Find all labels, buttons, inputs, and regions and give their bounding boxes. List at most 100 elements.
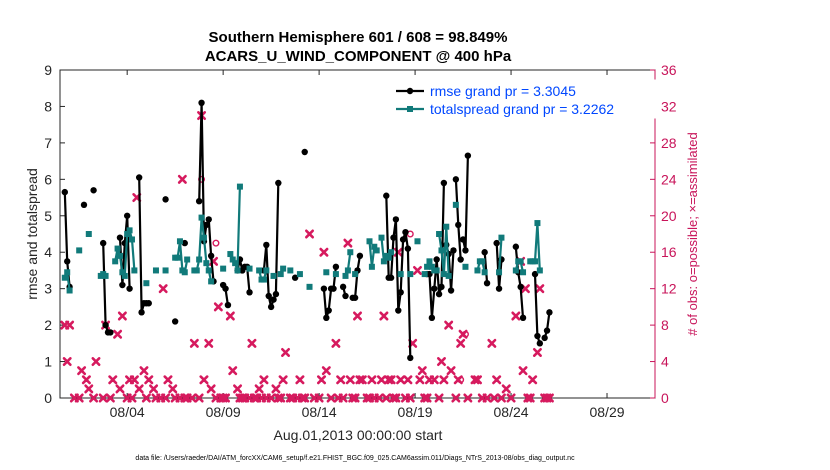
rmse-line — [454, 179, 462, 260]
obs-assimilated-point — [456, 338, 466, 348]
x-tick-label: 08/04 — [110, 404, 145, 420]
obs-assimilated-point — [115, 384, 125, 394]
x-tick-label: 08/19 — [398, 404, 433, 420]
spread-point — [344, 267, 351, 274]
rmse-point — [407, 354, 414, 362]
obs-assimilated-point — [144, 375, 154, 385]
obs-assimilated-point — [180, 393, 190, 403]
rmse-point — [222, 285, 229, 292]
obs-assimilated-point — [278, 375, 288, 385]
obs-assimilated-point — [189, 338, 199, 348]
obs-assimilated-point — [113, 329, 123, 339]
obs-assimilated-point — [420, 393, 430, 403]
x-tick-label: 08/14 — [302, 404, 337, 420]
y-right-tick-label: 28 — [661, 135, 677, 151]
rmse-point — [483, 280, 491, 287]
obs-assimilated-point — [446, 366, 456, 376]
obs-assimilated-point — [117, 311, 127, 321]
obs-assimilated-point — [127, 393, 137, 403]
rmse-point — [272, 290, 280, 298]
obs-assimilated-point — [487, 338, 497, 348]
obs-assimilated-point — [384, 375, 394, 385]
obs-assimilated-point — [105, 393, 115, 403]
obs-assimilated-point — [492, 375, 502, 385]
obs-assimilated-point — [374, 393, 384, 403]
spread-point — [474, 267, 481, 274]
rmse-point — [356, 252, 364, 260]
y-axis-label: rmse and totalspread — [24, 168, 40, 300]
rmse-point — [428, 314, 436, 322]
rmse-point — [462, 247, 469, 254]
rmse-point — [517, 283, 524, 291]
chart-title-line2: ACARS_U_WIND_COMPONENT @ 400 hPa — [205, 48, 512, 65]
rmse-point — [265, 292, 272, 300]
spread-point — [270, 272, 277, 279]
spread-point — [85, 231, 92, 237]
rmse-point — [246, 289, 253, 296]
spread-point — [66, 287, 73, 294]
rmse-point — [99, 239, 107, 247]
obs-assimilated-point — [319, 247, 329, 257]
spread-point — [246, 265, 253, 272]
rmse-point — [541, 334, 548, 342]
obs-assimilated-point — [281, 347, 291, 357]
rmse-point — [332, 263, 340, 270]
spread-point — [438, 247, 445, 254]
y-right-tick-label: 36 — [661, 62, 677, 78]
obs-assimilated-point — [518, 366, 528, 376]
rmse-point — [435, 290, 443, 298]
obs-assimilated-point — [199, 375, 209, 385]
spread-point — [536, 267, 543, 274]
spread-point — [534, 220, 541, 227]
spread-point — [498, 234, 505, 241]
rmse-line — [514, 246, 525, 318]
obs-assimilated-point — [444, 320, 454, 330]
obs-possible-point — [457, 376, 465, 384]
y-axis-label-right: # of obs: o=possible; ×=assimilated — [685, 132, 700, 335]
spread-point — [152, 267, 159, 274]
y-tick-label: 3 — [44, 281, 52, 297]
spread-point — [184, 256, 191, 263]
obs-assimilated-point — [81, 375, 91, 385]
rmse-point — [455, 221, 462, 229]
obs-assimilated-point — [98, 393, 108, 403]
spread-point — [227, 251, 234, 258]
obs-assimilated-point — [247, 338, 257, 348]
rmse-point — [80, 201, 88, 209]
rmse-point — [102, 321, 109, 329]
obs-assimilated-point — [295, 375, 305, 385]
rmse-point — [402, 228, 409, 236]
obs-assimilated-point — [331, 338, 341, 348]
rmse-point — [512, 243, 520, 250]
obs-assimilated-point — [305, 229, 315, 239]
spread-point — [61, 274, 68, 281]
rmse-point — [138, 309, 145, 316]
spread-point — [452, 201, 459, 208]
obs-assimilated-point — [237, 393, 247, 403]
spread-point — [347, 249, 354, 256]
y-right-tick-label: 0 — [661, 390, 669, 406]
obs-assimilated-point — [233, 384, 243, 394]
rmse-point — [534, 332, 541, 340]
obs-assimilated-point — [345, 375, 355, 385]
rmse-line — [543, 312, 551, 339]
rmse-point — [339, 283, 347, 291]
rmse-point — [291, 274, 299, 281]
rmse-point — [90, 187, 97, 194]
y-tick-label: 4 — [44, 244, 52, 260]
x-tick-label: 08/29 — [589, 404, 624, 420]
spread-point — [373, 247, 380, 254]
rmse-point — [123, 212, 131, 219]
obs-assimilated-point — [77, 366, 87, 376]
obs-assimilated-point — [489, 393, 499, 403]
spread-point — [496, 269, 503, 276]
rmse-point — [387, 274, 395, 281]
spread-point — [296, 271, 303, 278]
spread-point — [162, 267, 169, 274]
spread-point — [368, 263, 375, 270]
rmse-point — [495, 285, 503, 292]
spread-point — [424, 263, 431, 270]
obs-assimilated-point — [429, 375, 439, 385]
rmse-point — [433, 256, 440, 263]
obs-assimilated-point — [276, 393, 286, 403]
